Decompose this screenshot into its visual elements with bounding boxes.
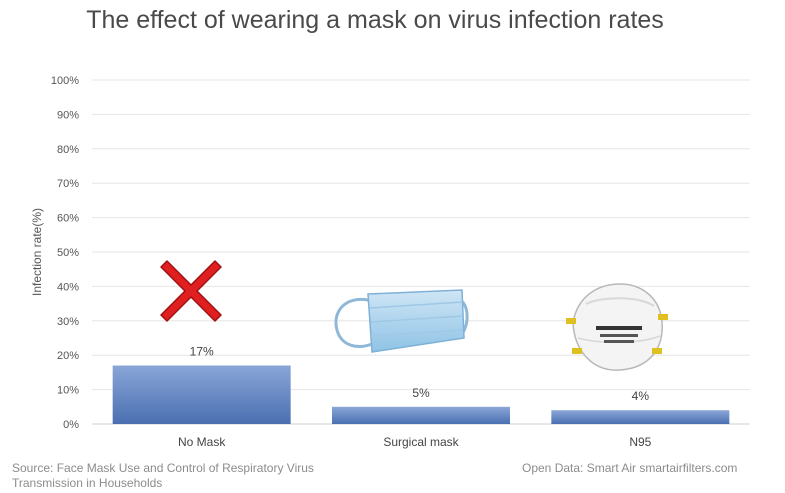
y-tick-label: 0%	[63, 419, 79, 431]
bar	[551, 410, 730, 424]
y-tick-label: 10%	[57, 385, 79, 397]
x-axis-ticks: No Mask Surgical mask N95	[178, 435, 652, 449]
red-x-icon	[160, 260, 222, 322]
x-tick-label: Surgical mask	[383, 435, 459, 449]
y-axis-ticks: 0% 10% 20% 30% 40% 50% 60% 70% 80% 90% 100%	[51, 75, 79, 431]
n95-mask-icon	[566, 283, 668, 371]
x-tick-label: N95	[629, 435, 651, 449]
source-note: Source: Face Mask Use and Control of Res…	[12, 461, 314, 490]
grid-lines	[92, 79, 750, 425]
bar	[332, 406, 510, 424]
y-axis-label: Infection rate(%)	[30, 208, 44, 296]
y-tick-label: 30%	[57, 316, 79, 328]
bars	[112, 365, 730, 424]
y-tick-label: 20%	[57, 350, 79, 362]
open-data-note: Open Data: Smart Air smartairfilters.com	[522, 461, 738, 475]
x-tick-label: No Mask	[178, 435, 226, 449]
bar-value-label: 4%	[632, 389, 650, 403]
value-labels: 17% 5% 4%	[190, 345, 650, 404]
bar	[112, 365, 291, 424]
y-tick-label: 100%	[51, 75, 79, 87]
y-tick-label: 40%	[57, 281, 79, 293]
chart-title: The effect of wearing a mask on virus in…	[86, 6, 664, 34]
surgical-mask-icon	[334, 289, 469, 353]
y-tick-label: 80%	[57, 144, 79, 156]
bar-value-label: 5%	[412, 386, 430, 400]
y-tick-label: 90%	[57, 109, 79, 121]
y-tick-label: 70%	[57, 178, 79, 190]
bar-value-label: 17%	[190, 345, 214, 359]
y-tick-label: 60%	[57, 213, 79, 225]
y-tick-label: 50%	[57, 247, 79, 259]
